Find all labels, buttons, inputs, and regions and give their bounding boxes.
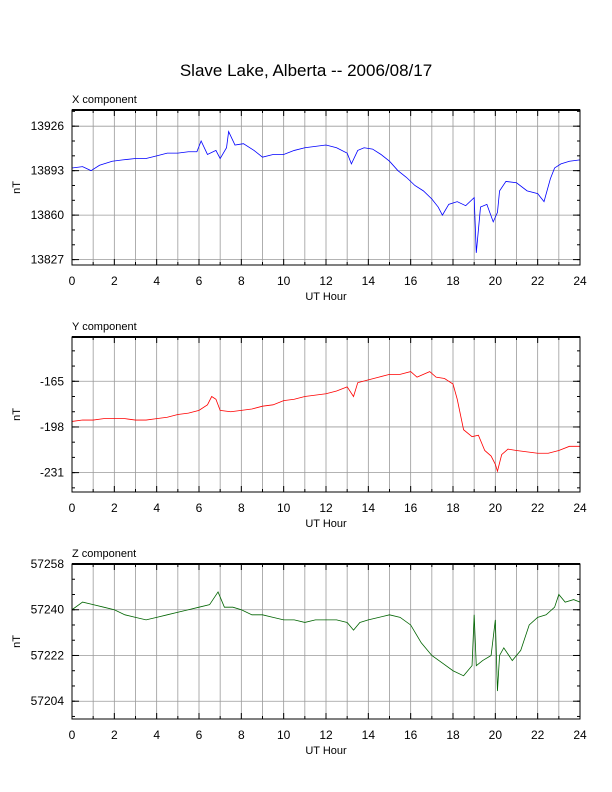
x-tick-label: 4 [153, 274, 160, 288]
series-line [71, 591, 581, 692]
y-tick-label: 13926 [31, 119, 65, 133]
x-tick-label: 20 [489, 274, 503, 288]
x-tick-label: 10 [277, 274, 291, 288]
x-tick-label: 22 [531, 728, 545, 742]
y-tick-label: 57222 [31, 648, 65, 662]
panel-label: Z component [72, 548, 136, 560]
x-tick-label: 18 [446, 274, 460, 288]
x-tick-label: 6 [196, 728, 203, 742]
x-tick-label: 12 [319, 728, 333, 742]
panels: 0 2 4 6 8 10 12 14 16 18 20 22 241392613893138601382… [11, 94, 587, 757]
x-tick-label: 6 [196, 274, 203, 288]
series-line [71, 130, 581, 253]
x-tick-label: 8 [238, 274, 245, 288]
x-tick-label: 20 [489, 501, 503, 515]
x-tick-label: 22 [531, 501, 545, 515]
x-tick-label: 18 [446, 728, 460, 742]
page-title: Slave Lake, Alberta -- 2006/08/17 [180, 61, 432, 80]
y-tick-label: -198 [40, 420, 64, 434]
x-tick-label: 12 [319, 274, 333, 288]
x-tick-label: 14 [362, 501, 376, 515]
x-tick-label: 16 [404, 274, 418, 288]
y-tick-label: 13827 [31, 253, 65, 267]
x-tick-label: 2 [111, 501, 118, 515]
y-tick-label: -231 [40, 466, 64, 480]
x-tick-label: 10 [277, 728, 291, 742]
panel-label: X component [72, 94, 137, 106]
panel-1: 0 2 4 6 8 10 12 14 16 18 20 22 241392613893138601382… [11, 94, 587, 303]
x-tick-label: 8 [238, 728, 245, 742]
x-tick-label: 14 [362, 728, 376, 742]
y-axis-label: nT [11, 635, 23, 648]
x-tick-label: 16 [404, 501, 418, 515]
panel-label: Y component [72, 321, 137, 333]
x-tick-label: 22 [531, 274, 545, 288]
y-tick-label: 13860 [31, 208, 65, 222]
x-tick-label: 0 [69, 501, 76, 515]
x-tick-label: 24 [573, 501, 587, 515]
y-axis-label: nT [11, 408, 23, 421]
y-tick-label: 57258 [31, 557, 65, 571]
x-tick-label: 0 [69, 274, 76, 288]
x-tick-label: 24 [573, 728, 587, 742]
x-tick-label: 4 [153, 501, 160, 515]
x-tick-label: 0 [69, 728, 76, 742]
y-tick-label: -165 [40, 374, 64, 388]
y-tick-label: 13893 [31, 164, 65, 178]
y-tick-label: 57204 [31, 694, 65, 708]
x-tick-label: 16 [404, 728, 418, 742]
x-tick-label: 2 [111, 274, 118, 288]
x-tick-label: 2 [111, 728, 118, 742]
y-tick-label: 57240 [31, 603, 65, 617]
panel-3: 0 2 4 6 8 10 12 14 16 18 20 22 245725857240572225720… [11, 548, 587, 757]
x-tick-label: 10 [277, 501, 291, 515]
x-tick-label: 14 [362, 274, 376, 288]
x-tick-label: 24 [573, 274, 587, 288]
x-tick-label: 8 [238, 501, 245, 515]
x-tick-label: 4 [153, 728, 160, 742]
x-tick-label: 6 [196, 501, 203, 515]
x-tick-label: 12 [319, 501, 333, 515]
x-tick-label: 20 [489, 728, 503, 742]
series-line [71, 371, 580, 473]
y-axis-label: nT [11, 181, 23, 194]
x-axis-label: UT Hour [305, 745, 347, 757]
x-axis-label: UT Hour [305, 291, 347, 303]
x-axis-label: UT Hour [305, 518, 347, 530]
x-tick-label: 18 [446, 501, 460, 515]
